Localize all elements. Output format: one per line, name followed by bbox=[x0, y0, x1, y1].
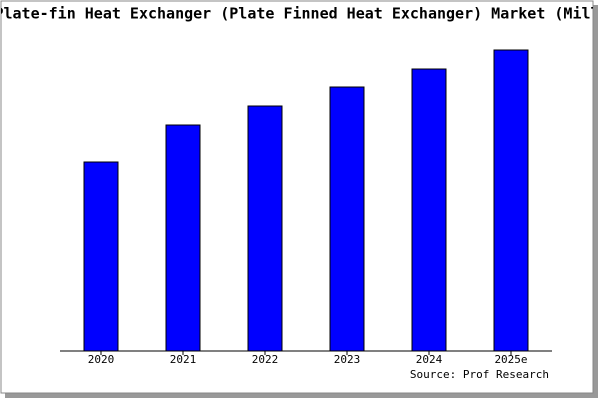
bar bbox=[83, 161, 119, 352]
bar bbox=[329, 86, 365, 352]
x-tick-label: 2025e bbox=[494, 353, 527, 366]
x-tick-label: 2024 bbox=[416, 353, 443, 366]
x-tick-label: 2023 bbox=[334, 353, 361, 366]
x-tick-label: 2021 bbox=[170, 353, 197, 366]
title-group: Plate-fin Heat Exchanger (Plate Finned H… bbox=[0, 5, 600, 23]
x-tick-label: 2020 bbox=[88, 353, 115, 366]
chart-title: Plate-fin Heat Exchanger (Plate Finned H… bbox=[0, 5, 600, 23]
x-tick-label: 2022 bbox=[252, 353, 279, 366]
bar bbox=[411, 68, 447, 352]
bar bbox=[247, 105, 283, 352]
bar bbox=[493, 49, 529, 352]
source-note: Source: Prof Research bbox=[410, 368, 549, 381]
bar bbox=[165, 124, 201, 352]
